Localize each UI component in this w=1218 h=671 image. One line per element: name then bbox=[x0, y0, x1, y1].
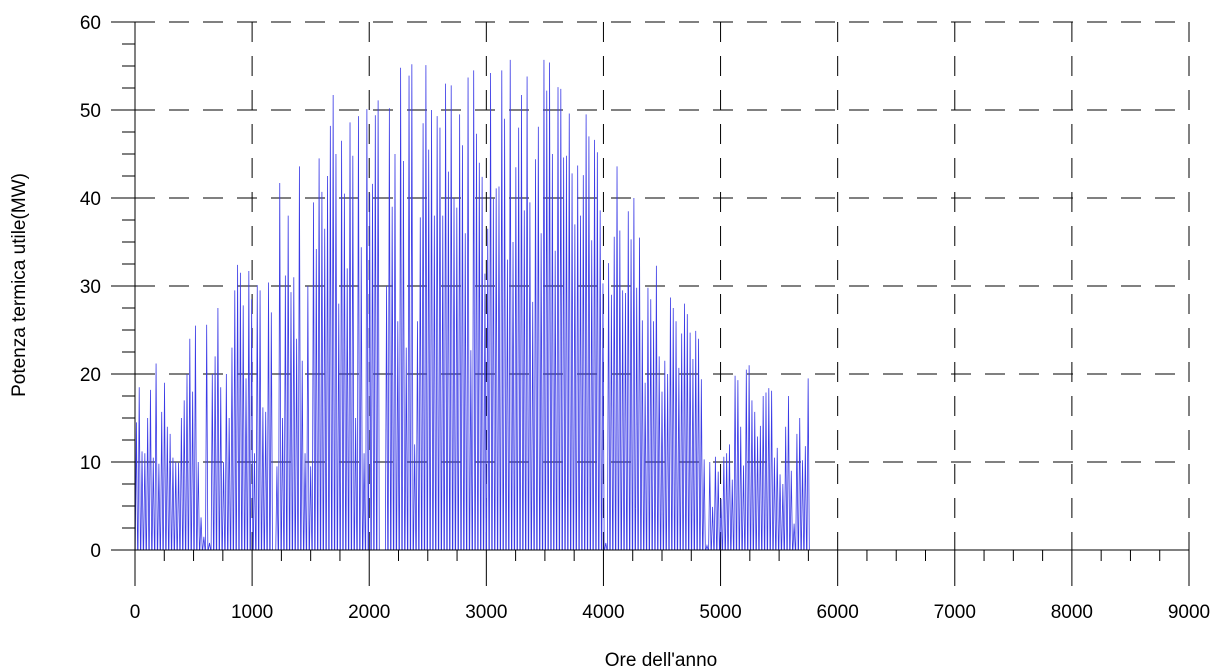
x-tick-label: 4000 bbox=[582, 602, 624, 623]
series-thermal-power bbox=[134, 59, 810, 551]
x-tick-label: 2000 bbox=[348, 602, 390, 623]
x-tick-label: 8000 bbox=[1051, 602, 1093, 623]
x-tick-label: 3000 bbox=[465, 602, 507, 623]
axes bbox=[111, 21, 1190, 586]
y-tick-label: 0 bbox=[90, 541, 101, 562]
y-tick-label: 40 bbox=[80, 189, 101, 210]
x-axis-label: Ore dell'anno bbox=[605, 650, 717, 671]
grid-lines bbox=[135, 21, 1190, 550]
y-axis-label: Potenza termica utile(MW) bbox=[9, 173, 30, 397]
x-tick-label: 5000 bbox=[699, 602, 741, 623]
y-tick-label: 10 bbox=[80, 453, 101, 474]
x-tick-label: 0 bbox=[130, 602, 141, 623]
y-tick-label: 60 bbox=[80, 13, 101, 34]
series-line bbox=[134, 59, 810, 551]
x-tick-label: 9000 bbox=[1168, 602, 1210, 623]
y-tick-label: 30 bbox=[80, 277, 101, 298]
x-tick-label: 6000 bbox=[817, 602, 859, 623]
x-tick-label: 1000 bbox=[231, 602, 273, 623]
y-tick-label: 50 bbox=[80, 101, 101, 122]
x-tick-label: 7000 bbox=[934, 602, 976, 623]
y-tick-labels: 0 10 20 30 40 50 60 bbox=[80, 13, 101, 562]
y-tick-label: 20 bbox=[80, 365, 101, 386]
x-tick-labels: 0 1000 2000 3000 4000 5000 6000 7000 8000 9000 bbox=[130, 602, 1210, 623]
